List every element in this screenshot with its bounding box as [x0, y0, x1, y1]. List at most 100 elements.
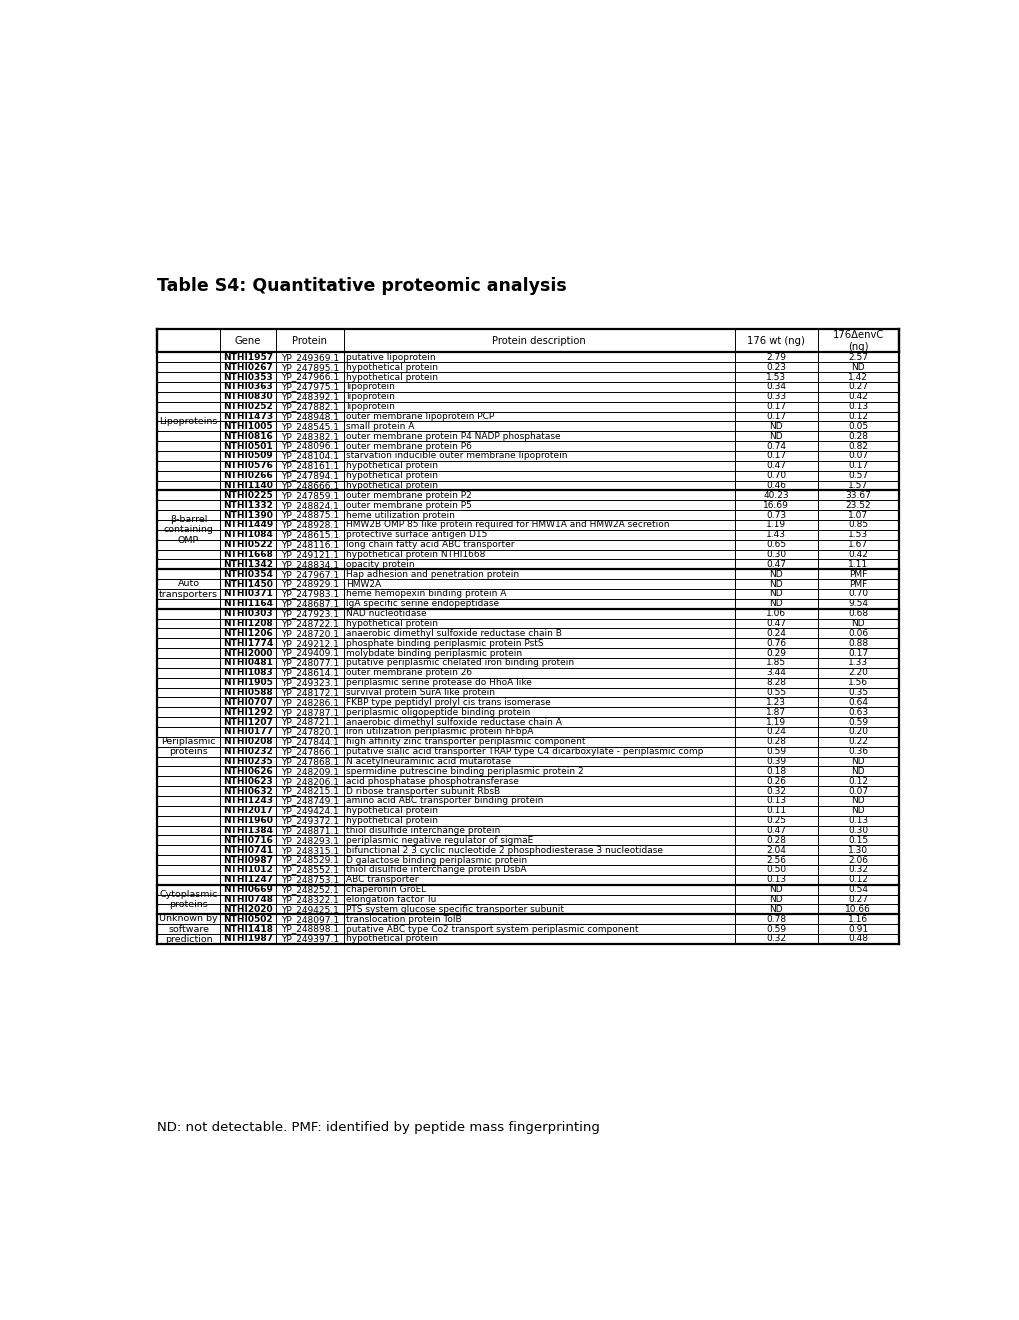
Text: 0.07: 0.07: [848, 787, 867, 796]
Text: NTHI1384: NTHI1384: [222, 826, 272, 836]
Text: YP_248615.1: YP_248615.1: [280, 531, 338, 540]
Text: 0.17: 0.17: [848, 461, 867, 470]
Text: hypothetical protein: hypothetical protein: [345, 372, 438, 381]
Text: YP_248948.1: YP_248948.1: [280, 412, 338, 421]
Text: 40.23: 40.23: [762, 491, 789, 500]
Text: NTHI0626: NTHI0626: [223, 767, 272, 776]
Text: putative periplasmic chelated iron binding protein: putative periplasmic chelated iron bindi…: [345, 659, 574, 668]
Text: 0.23: 0.23: [765, 363, 786, 372]
Text: NTHI1247: NTHI1247: [222, 875, 273, 884]
Text: 0.05: 0.05: [848, 422, 867, 430]
Text: YP_248687.1: YP_248687.1: [280, 599, 338, 609]
Text: 2.06: 2.06: [848, 855, 867, 865]
Text: 1.30: 1.30: [848, 846, 867, 854]
Text: YP_248077.1: YP_248077.1: [280, 659, 338, 668]
Text: outer membrane lipoprotein PCP: outer membrane lipoprotein PCP: [345, 412, 494, 421]
Text: 0.39: 0.39: [765, 756, 786, 766]
Text: thiol disulfide interchange protein: thiol disulfide interchange protein: [345, 826, 500, 836]
Text: YP_248315.1: YP_248315.1: [280, 846, 338, 854]
Text: YP_248322.1: YP_248322.1: [280, 895, 338, 904]
Text: 33.67: 33.67: [845, 491, 870, 500]
Text: YP_248172.1: YP_248172.1: [280, 688, 338, 697]
Text: Lipoproteins: Lipoproteins: [159, 417, 217, 426]
Text: ND: ND: [768, 422, 783, 430]
Text: 0.17: 0.17: [765, 451, 786, 461]
Text: NTHI0267: NTHI0267: [222, 363, 272, 372]
Text: 0.59: 0.59: [848, 718, 867, 726]
Text: NTHI0363: NTHI0363: [223, 383, 272, 392]
Text: putative sialic acid transporter TRAP type C4 dicarboxylate - periplasmic comp: putative sialic acid transporter TRAP ty…: [345, 747, 703, 756]
Text: NTHI0303: NTHI0303: [223, 609, 272, 618]
Text: bifunctional 2 3 cyclic nucleotide 2 phosphodiesterase 3 nucleotidase: bifunctional 2 3 cyclic nucleotide 2 pho…: [345, 846, 662, 854]
Text: Unknown by
software
prediction: Unknown by software prediction: [159, 915, 218, 944]
Text: 0.47: 0.47: [765, 560, 786, 569]
Text: NTHI1292: NTHI1292: [222, 708, 272, 717]
Text: YP_248721.1: YP_248721.1: [280, 718, 338, 726]
Text: chaperonin GroEL: chaperonin GroEL: [345, 886, 426, 894]
Text: YP_249121.1: YP_249121.1: [280, 550, 338, 558]
Text: YP_248529.1: YP_248529.1: [280, 855, 338, 865]
Text: Hap adhesion and penetration protein: Hap adhesion and penetration protein: [345, 570, 519, 578]
Text: 0.59: 0.59: [765, 924, 786, 933]
Text: YP_248293.1: YP_248293.1: [280, 836, 338, 845]
Text: 0.13: 0.13: [765, 875, 786, 884]
Text: 1.56: 1.56: [848, 678, 867, 688]
Text: 176ΔenvC
(ng): 176ΔenvC (ng): [832, 330, 882, 351]
Text: periplasmic negative regulator of sigmaE: periplasmic negative regulator of sigmaE: [345, 836, 533, 845]
Text: 1.19: 1.19: [765, 718, 786, 726]
Text: YP_249372.1: YP_249372.1: [280, 816, 338, 825]
Text: 2.04: 2.04: [765, 846, 786, 854]
Text: 0.88: 0.88: [848, 639, 867, 648]
Text: ND: ND: [768, 599, 783, 609]
Text: 0.32: 0.32: [765, 935, 786, 944]
Text: D ribose transporter subunit RbsB: D ribose transporter subunit RbsB: [345, 787, 499, 796]
Text: 0.17: 0.17: [765, 412, 786, 421]
Text: 2.79: 2.79: [765, 352, 786, 362]
Text: lipoprotein: lipoprotein: [345, 392, 394, 401]
Text: NTHI1418: NTHI1418: [222, 924, 272, 933]
Text: YP_249397.1: YP_249397.1: [280, 935, 338, 944]
Text: ND: ND: [851, 363, 864, 372]
Text: lipoprotein: lipoprotein: [345, 383, 394, 392]
Text: spermidine putrescine binding periplasmic protein 2: spermidine putrescine binding periplasmi…: [345, 767, 583, 776]
Text: NTHI0816: NTHI0816: [223, 432, 272, 441]
Text: FKBP type peptidyl prolyl cis trans isomerase: FKBP type peptidyl prolyl cis trans isom…: [345, 698, 550, 706]
Text: NTHI1206: NTHI1206: [223, 628, 272, 638]
Text: PMF: PMF: [848, 579, 866, 589]
Text: YP_247966.1: YP_247966.1: [280, 372, 338, 381]
Text: 0.25: 0.25: [765, 816, 786, 825]
Text: hypothetical protein: hypothetical protein: [345, 471, 438, 480]
Text: survival protein SurA like protein: survival protein SurA like protein: [345, 688, 494, 697]
Text: 0.11: 0.11: [765, 807, 786, 816]
Text: ND: ND: [768, 590, 783, 598]
Text: YP_247967.1: YP_247967.1: [280, 570, 338, 578]
Text: NTHI0232: NTHI0232: [223, 747, 272, 756]
Text: 0.15: 0.15: [848, 836, 867, 845]
Text: 0.24: 0.24: [765, 628, 786, 638]
Text: 0.12: 0.12: [848, 776, 867, 785]
Text: 16.69: 16.69: [762, 500, 789, 510]
Text: NTHI1960: NTHI1960: [222, 816, 272, 825]
Text: 1.11: 1.11: [848, 560, 867, 569]
Text: 0.82: 0.82: [848, 442, 867, 450]
Text: YP_248252.1: YP_248252.1: [280, 886, 338, 894]
Text: D galactose binding periplasmic protein: D galactose binding periplasmic protein: [345, 855, 527, 865]
Text: β-barrel
containing
OMP: β-barrel containing OMP: [163, 515, 213, 545]
Text: NTHI0576: NTHI0576: [222, 461, 272, 470]
Text: YP_248161.1: YP_248161.1: [280, 461, 338, 470]
Text: NTHI1012: NTHI1012: [223, 866, 272, 874]
Text: NTHI1449: NTHI1449: [222, 520, 273, 529]
Text: NTHI2020: NTHI2020: [223, 904, 272, 913]
Text: acid phosphatase phosphotransferase: acid phosphatase phosphotransferase: [345, 776, 519, 785]
Text: NTHI0502: NTHI0502: [223, 915, 272, 924]
Text: 0.28: 0.28: [765, 836, 786, 845]
Text: Periplasmic
proteins: Periplasmic proteins: [161, 737, 215, 756]
Text: hypothetical protein: hypothetical protein: [345, 619, 438, 628]
Text: hypothetical protein: hypothetical protein: [345, 480, 438, 490]
Text: small protein A: small protein A: [345, 422, 414, 430]
Text: NTHI1668: NTHI1668: [222, 550, 272, 558]
Text: Protein description: Protein description: [492, 335, 586, 346]
Text: 0.32: 0.32: [848, 866, 867, 874]
Text: 0.63: 0.63: [848, 708, 867, 717]
Text: YP_247868.1: YP_247868.1: [280, 756, 338, 766]
